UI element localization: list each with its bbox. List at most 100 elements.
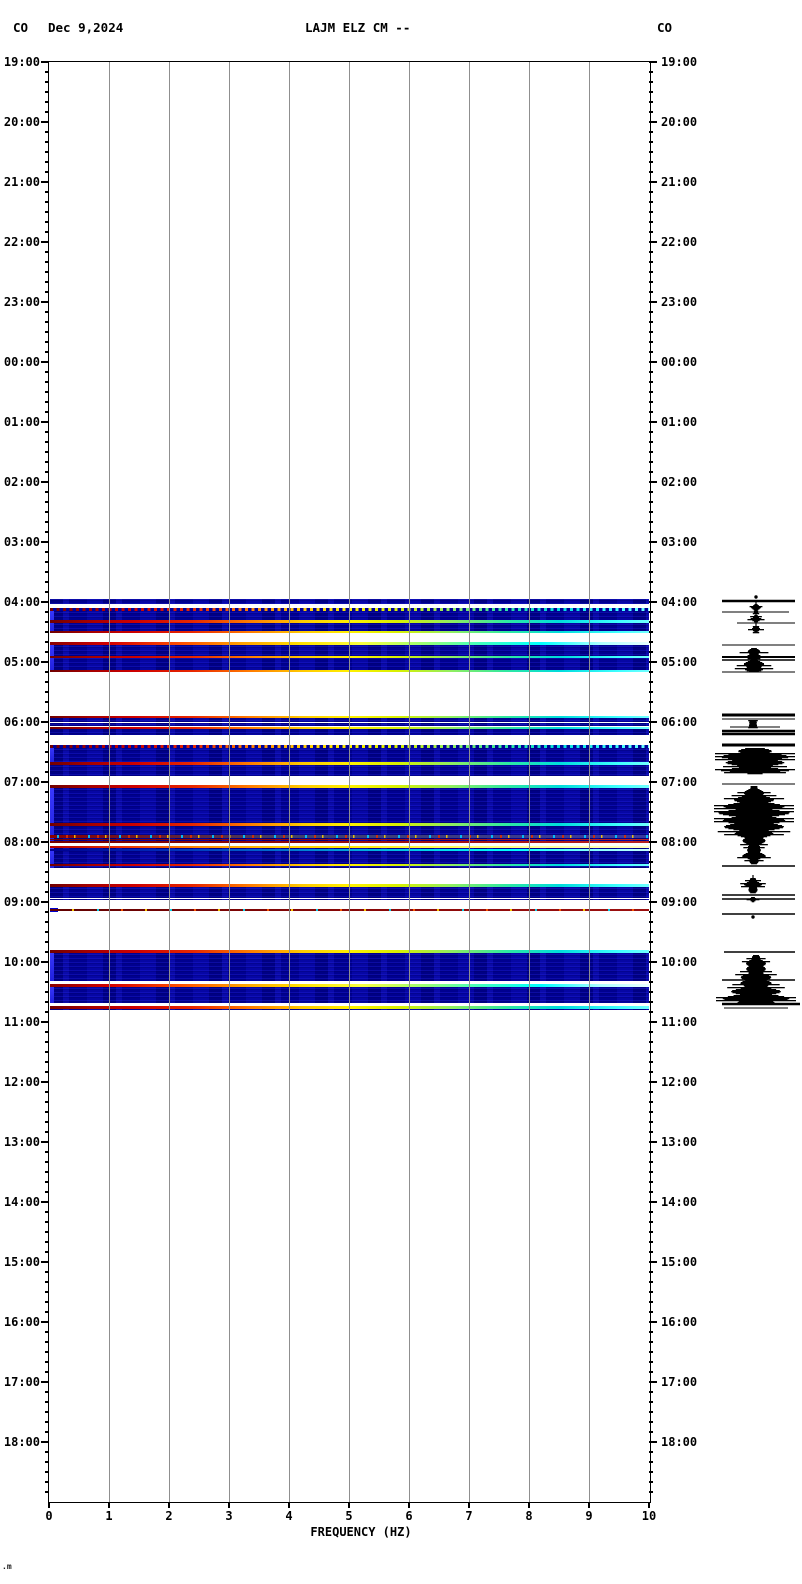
y-major-tick-left xyxy=(41,121,49,123)
y-minor-tick-right xyxy=(649,1491,653,1493)
y-minor-tick-left xyxy=(45,711,49,713)
y-minor-tick-left xyxy=(45,1241,49,1243)
y-minor-tick-left xyxy=(45,731,49,733)
network-code-right: CO xyxy=(657,20,673,35)
y-minor-tick-right xyxy=(649,811,653,813)
hour-label-left: 12:00 xyxy=(3,1075,40,1089)
y-minor-tick-left xyxy=(45,951,49,953)
hour-label-right: 12:00 xyxy=(661,1075,698,1089)
y-minor-tick-right xyxy=(649,1271,653,1273)
y-minor-tick-right xyxy=(649,281,653,283)
hour-label-left: 07:00 xyxy=(3,775,40,789)
y-minor-tick-right xyxy=(649,751,653,753)
y-minor-tick-right xyxy=(649,941,653,943)
y-minor-tick-right xyxy=(649,511,653,513)
y-minor-tick-right xyxy=(649,461,653,463)
y-major-tick-left xyxy=(41,1201,49,1203)
hour-label-right: 08:00 xyxy=(661,835,698,849)
hour-label-left: 22:00 xyxy=(3,235,40,249)
gridline-7hz xyxy=(468,62,470,1502)
y-major-tick-left xyxy=(41,1441,49,1443)
y-minor-tick-left xyxy=(45,581,49,583)
y-minor-tick-right xyxy=(649,891,653,893)
hour-label-right: 18:00 xyxy=(661,1435,698,1449)
y-minor-tick-left xyxy=(45,71,49,73)
y-minor-tick-left xyxy=(45,1101,49,1103)
y-minor-tick-right xyxy=(649,531,653,533)
y-minor-tick-right xyxy=(649,171,653,173)
gridline-9hz xyxy=(588,62,590,1502)
y-minor-tick-left xyxy=(45,1281,49,1283)
y-minor-tick-right xyxy=(649,881,653,883)
y-minor-tick-left xyxy=(45,1041,49,1043)
y-minor-tick-left xyxy=(45,1471,49,1473)
y-minor-tick-left xyxy=(45,441,49,443)
y-minor-tick-right xyxy=(649,1031,653,1033)
hour-label-right: 00:00 xyxy=(661,355,698,369)
y-minor-tick-right xyxy=(649,1251,653,1253)
y-minor-tick-left xyxy=(45,861,49,863)
y-minor-tick-left xyxy=(45,491,49,493)
hour-label-left: 17:00 xyxy=(3,1375,40,1389)
y-minor-tick-right xyxy=(649,1161,653,1163)
y-minor-tick-left xyxy=(45,261,49,263)
hour-label-left: 11:00 xyxy=(3,1015,40,1029)
y-minor-tick-right xyxy=(649,231,653,233)
y-major-tick-right xyxy=(649,1321,657,1323)
y-minor-tick-left xyxy=(45,461,49,463)
y-major-tick-right xyxy=(649,721,657,723)
y-minor-tick-right xyxy=(649,1111,653,1113)
y-minor-tick-left xyxy=(45,231,49,233)
y-major-tick-right xyxy=(649,1441,657,1443)
hour-label-left: 05:00 xyxy=(3,655,40,669)
y-major-tick-left xyxy=(41,1021,49,1023)
y-minor-tick-left xyxy=(45,321,49,323)
y-minor-tick-right xyxy=(649,451,653,453)
hour-label-right: 14:00 xyxy=(661,1195,698,1209)
y-minor-tick-left xyxy=(45,1331,49,1333)
hour-label-left: 14:00 xyxy=(3,1195,40,1209)
hour-label-right: 16:00 xyxy=(661,1315,698,1329)
y-minor-tick-right xyxy=(649,801,653,803)
date-label: Dec 9,2024 xyxy=(48,20,124,35)
y-minor-tick-left xyxy=(45,1001,49,1003)
x-tick xyxy=(48,1502,50,1508)
y-minor-tick-left xyxy=(45,1461,49,1463)
y-minor-tick-left xyxy=(45,1351,49,1353)
hour-label-right: 22:00 xyxy=(661,235,698,249)
y-minor-tick-left xyxy=(45,671,49,673)
y-minor-tick-right xyxy=(649,501,653,503)
y-minor-tick-left xyxy=(45,401,49,403)
y-minor-tick-left xyxy=(45,161,49,163)
x-tick xyxy=(528,1502,530,1508)
hour-label-right: 07:00 xyxy=(661,775,698,789)
y-major-tick-right xyxy=(649,421,657,423)
y-minor-tick-right xyxy=(649,111,653,113)
y-minor-tick-right xyxy=(649,671,653,673)
y-minor-tick-left xyxy=(45,201,49,203)
y-minor-tick-right xyxy=(649,1071,653,1073)
y-minor-tick-left xyxy=(45,1481,49,1483)
hour-label-right: 05:00 xyxy=(661,655,698,669)
y-minor-tick-right xyxy=(649,381,653,383)
y-minor-tick-left xyxy=(45,131,49,133)
y-major-tick-right xyxy=(649,841,657,843)
x-tick xyxy=(228,1502,230,1508)
x-tick-label: 1 xyxy=(105,1509,113,1523)
x-tick xyxy=(648,1502,650,1508)
y-minor-tick-right xyxy=(649,1461,653,1463)
y-minor-tick-left xyxy=(45,141,49,143)
hour-label-left: 01:00 xyxy=(3,415,40,429)
y-minor-tick-left xyxy=(45,1051,49,1053)
y-major-tick-left xyxy=(41,661,49,663)
y-minor-tick-right xyxy=(649,741,653,743)
y-major-tick-right xyxy=(649,781,657,783)
footer-mark: .m xyxy=(2,1562,12,1571)
y-minor-tick-left xyxy=(45,1131,49,1133)
y-minor-tick-right xyxy=(649,651,653,653)
y-minor-tick-left xyxy=(45,871,49,873)
y-minor-tick-right xyxy=(649,431,653,433)
y-minor-tick-right xyxy=(649,621,653,623)
y-minor-tick-right xyxy=(649,1221,653,1223)
y-major-tick-left xyxy=(41,1321,49,1323)
